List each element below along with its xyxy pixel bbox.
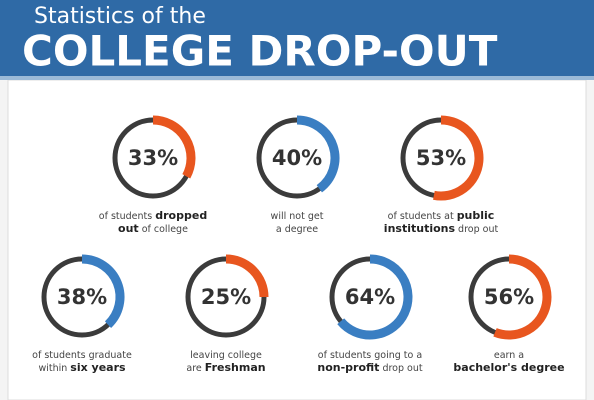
caption-run: of students going to a xyxy=(318,350,422,361)
caption-line: leaving college xyxy=(190,350,262,361)
caption-line: bachelor's degree xyxy=(453,361,564,374)
caption-run: bachelor's degree xyxy=(453,361,564,374)
panel xyxy=(7,79,587,400)
ring-arc xyxy=(296,115,340,193)
caption-run: of students graduate xyxy=(32,350,132,361)
caption-line: institutions drop out xyxy=(384,222,499,235)
caption-line: are Freshman xyxy=(186,361,265,374)
caption-run: of college xyxy=(139,224,188,235)
caption-run: leaving college xyxy=(190,350,262,361)
caption-run: dropped xyxy=(155,209,207,222)
ring-arc xyxy=(225,254,269,298)
percent-label: 33% xyxy=(128,146,178,170)
caption-run: drop out xyxy=(379,363,422,374)
percent-label: 53% xyxy=(416,146,466,170)
caption-line: earn a xyxy=(494,350,524,361)
caption-line: will not get xyxy=(271,211,324,222)
caption-run: are xyxy=(186,363,204,374)
ring-arc xyxy=(81,254,125,328)
caption-run: of students xyxy=(99,211,155,222)
caption-run: of students at xyxy=(388,211,457,222)
caption-run: institutions xyxy=(384,222,456,235)
caption-run: six years xyxy=(70,361,126,374)
header-band xyxy=(0,0,594,76)
caption-line: of students at public xyxy=(388,209,495,222)
ring-arc xyxy=(152,115,196,179)
caption-run: earn a xyxy=(494,350,524,361)
caption-line: a degree xyxy=(276,224,318,235)
caption-line: non-profit drop out xyxy=(317,361,423,374)
caption-run: within xyxy=(38,363,70,374)
caption-line: within six years xyxy=(38,361,126,374)
title: COLLEGE DROP-OUT xyxy=(22,27,498,76)
ring-arc xyxy=(337,254,413,340)
caption-run: out xyxy=(118,222,139,235)
ring-arc xyxy=(493,254,552,340)
caption-line: out of college xyxy=(118,222,188,235)
percent-label: 38% xyxy=(57,285,107,309)
percent-label: 56% xyxy=(484,285,534,309)
header-stripe xyxy=(0,76,594,80)
percent-label: 25% xyxy=(201,285,251,309)
caption-line: of students dropped xyxy=(99,209,207,222)
percent-label: 40% xyxy=(272,146,322,170)
caption-line: of students graduate xyxy=(32,350,132,361)
percent-label: 64% xyxy=(345,285,395,309)
caption-line: of students going to a xyxy=(318,350,422,361)
caption-run: a degree xyxy=(276,224,318,235)
subtitle: Statistics of the xyxy=(34,4,206,29)
caption-run: drop out xyxy=(455,224,498,235)
caption-run: public xyxy=(457,209,495,222)
caption-run: Freshman xyxy=(205,361,266,374)
ring-arc xyxy=(433,115,484,201)
caption-run: non-profit xyxy=(317,361,379,374)
caption-run: will not get xyxy=(271,211,324,222)
